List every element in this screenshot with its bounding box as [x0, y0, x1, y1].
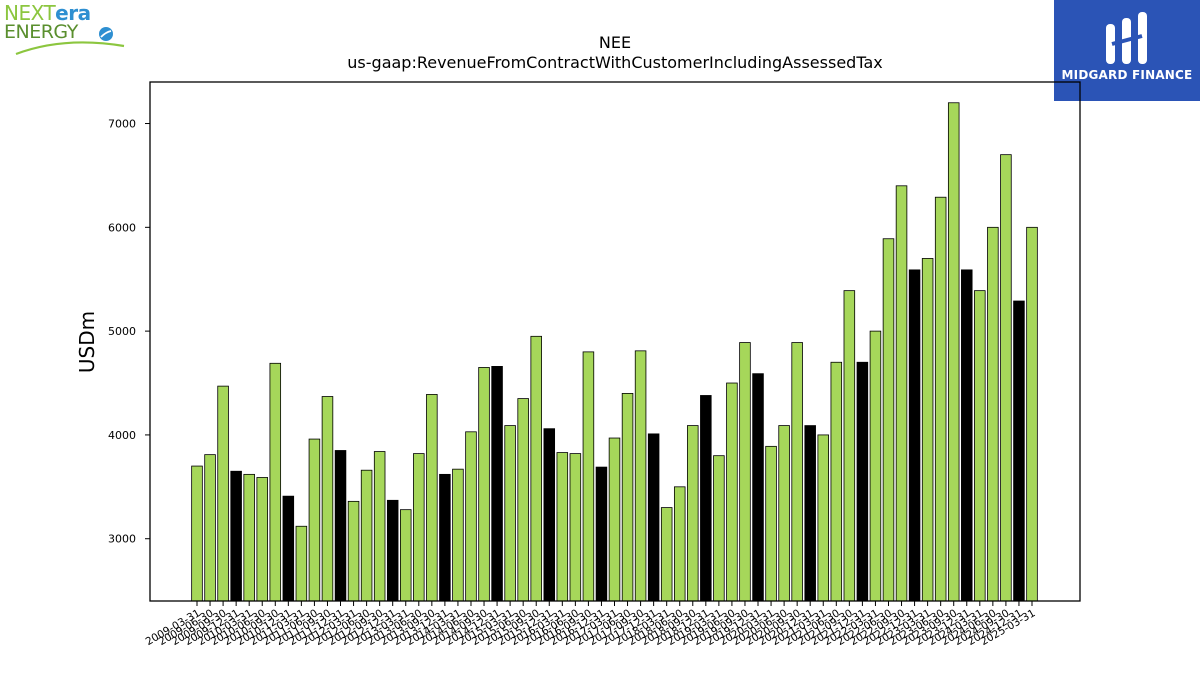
bar-2022-03-31 — [869, 330, 882, 602]
bar-2020-09-30 — [791, 342, 803, 602]
bar-2012-09-30 — [373, 451, 386, 602]
chart-subtitle: us-gaap:RevenueFromContractWithCustomerI… — [347, 53, 882, 72]
bar-2009-09-30 — [217, 385, 229, 602]
bar-2019-06-30 — [726, 382, 738, 602]
y-tick-label: 4000 — [108, 429, 136, 442]
bar-2024-03-31 — [974, 290, 986, 602]
bar-2010-09-30 — [269, 362, 282, 602]
bar-2022-12-31 — [908, 269, 921, 602]
bar-2020-03-31 — [765, 445, 777, 602]
bar-2009-12-31 — [230, 470, 242, 602]
bar-2020-06-30 — [778, 425, 790, 602]
bar-2021-12-31 — [856, 361, 869, 602]
bar-2021-06-30 — [830, 361, 843, 602]
y-tick-label: 3000 — [108, 533, 136, 546]
bars-group — [191, 102, 1038, 602]
bar-2011-06-30 — [308, 438, 321, 602]
logo-energy-text: ENERGY — [4, 21, 78, 43]
bar-2014-06-30 — [465, 431, 477, 602]
bar-2016-09-30 — [582, 351, 595, 602]
midgard-emblem-icon — [1106, 12, 1147, 64]
bar-2022-09-30 — [895, 185, 908, 602]
bar-2016-12-31 — [595, 466, 608, 602]
y-axis: 3000 4000 5000 6000 7000 — [108, 118, 150, 546]
bar-2016-03-31 — [556, 452, 569, 602]
bar-2020-12-31 — [804, 425, 816, 602]
bar-2009-06-30 — [204, 454, 216, 602]
bar-2016-06-30 — [569, 453, 582, 602]
bar-2023-12-31 — [961, 269, 973, 602]
bar-2013-09-30 — [426, 394, 438, 602]
bar-2015-03-31 — [504, 425, 516, 602]
bar-2010-12-31 — [282, 495, 295, 602]
bar-2024-09-30 — [1000, 154, 1012, 602]
bar-2010-03-31 — [243, 473, 255, 602]
bar-2018-12-31 — [700, 395, 712, 602]
bar-2013-06-30 — [413, 453, 425, 602]
bar-2018-03-31 — [660, 507, 673, 602]
bar-2017-09-30 — [634, 350, 647, 602]
y-tick-label: 5000 — [108, 325, 136, 338]
nextera-energy-logo: NEXTera ENERGY — [4, 2, 134, 60]
midgard-finance-logo: MIDGARD FINANCE — [1054, 0, 1200, 101]
bar-2012-12-31 — [386, 499, 399, 602]
logo-swoosh-icon — [15, 27, 125, 56]
bar-2014-03-31 — [452, 468, 464, 602]
bar-2023-06-30 — [934, 196, 947, 602]
logo-next-text: NEXT — [4, 1, 56, 25]
y-tick-label: 7000 — [108, 118, 136, 131]
y-tick-label: 6000 — [108, 221, 136, 234]
chart-title: NEE — [599, 33, 631, 52]
bar-2012-06-30 — [360, 469, 373, 602]
bar-2025-03-31 — [1026, 226, 1038, 602]
bar-2013-03-31 — [399, 509, 412, 602]
bar-2013-12-31 — [439, 473, 451, 602]
bar-2023-03-31 — [921, 258, 934, 602]
bar-2019-12-31 — [752, 373, 764, 602]
bar-2017-12-31 — [647, 433, 660, 602]
logo-era-text: era — [55, 1, 91, 25]
bar-2014-09-30 — [478, 367, 490, 602]
bar-2009-03-31 — [191, 465, 203, 602]
bar-2015-06-30 — [517, 398, 529, 602]
bar-2017-03-31 — [608, 437, 621, 602]
bar-2022-06-30 — [882, 238, 895, 602]
bar-2024-06-30 — [987, 226, 999, 602]
bar-2018-06-30 — [673, 486, 686, 602]
bar-2018-09-30 — [687, 425, 699, 602]
bar-2014-12-31 — [491, 366, 503, 602]
bar-2010-06-30 — [256, 477, 268, 602]
bar-2021-09-30 — [843, 290, 856, 602]
logo-brand-text: MIDGARD FINANCE — [1061, 68, 1193, 82]
bar-2024-12-31 — [1013, 300, 1025, 602]
bar-2015-12-31 — [543, 428, 556, 602]
bar-2023-09-30 — [947, 102, 960, 602]
bar-2019-09-30 — [739, 342, 751, 602]
y-axis-label: USDm — [75, 311, 99, 373]
bar-2011-09-30 — [321, 396, 334, 602]
bar-2015-09-30 — [530, 335, 542, 602]
x-axis: 2009-03-312009-06-302009-09-302009-12-31… — [144, 601, 1038, 648]
bar-2011-03-31 — [295, 525, 308, 602]
bar-2011-12-31 — [334, 450, 347, 602]
bar-2017-06-30 — [621, 392, 634, 602]
bar-2021-03-31 — [817, 434, 830, 602]
bar-2012-03-31 — [347, 500, 360, 602]
bar-2019-03-31 — [713, 455, 725, 602]
